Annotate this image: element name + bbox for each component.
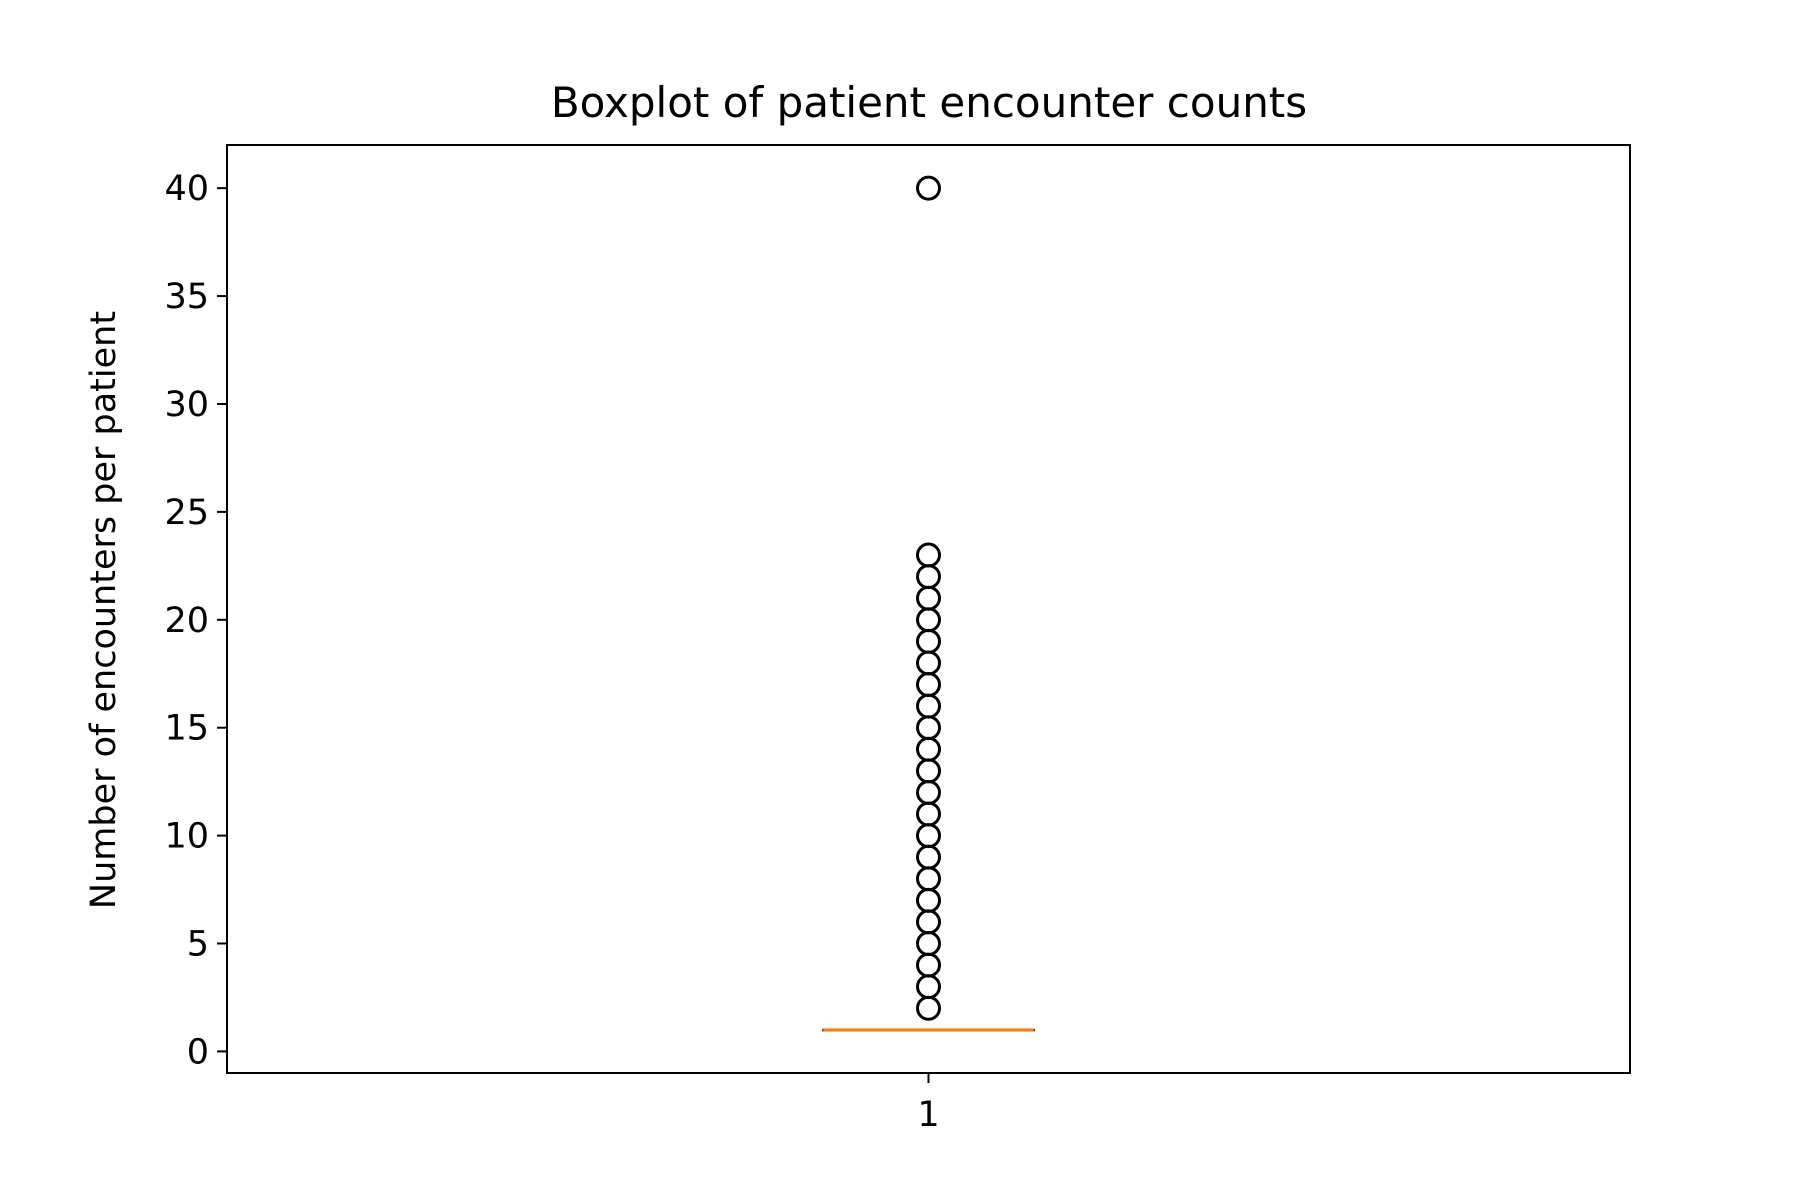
outlier-point <box>916 952 941 978</box>
outlier-point <box>916 995 941 1021</box>
outlier-point <box>916 736 941 762</box>
y-tick-label: 0 <box>187 1032 209 1072</box>
outlier-point <box>916 175 941 201</box>
outlier-point <box>916 887 941 913</box>
outlier-point <box>916 844 941 870</box>
outlier-point <box>916 693 941 719</box>
outlier-point <box>916 974 941 1000</box>
chart-title: Boxplot of patient encounter counts <box>551 78 1307 127</box>
outlier-point <box>916 931 941 957</box>
y-tick-label: 10 <box>164 817 209 857</box>
outlier-point <box>916 823 941 849</box>
outlier-point <box>916 672 941 698</box>
outlier-point <box>916 758 941 784</box>
y-tick-label: 35 <box>164 277 209 317</box>
y-tick-label: 5 <box>187 925 209 965</box>
x-tick-label: 1 <box>917 1095 939 1135</box>
y-tick-label: 20 <box>164 601 209 641</box>
outlier-point <box>916 779 941 805</box>
outlier-point <box>916 715 941 741</box>
plot-frame <box>226 144 1631 1074</box>
y-tick-label: 30 <box>164 385 209 425</box>
outlier-point <box>916 866 941 892</box>
outlier-point <box>916 585 941 611</box>
outlier-point <box>916 564 941 590</box>
y-tick-label: 25 <box>164 493 209 533</box>
outlier-point <box>916 607 941 633</box>
y-axis-label: Number of encounters per patient <box>84 311 124 909</box>
plot-area: 0 5 10 15 20 25 30 35 40 1 <box>164 169 1035 1135</box>
outlier-point <box>916 542 941 568</box>
outlier-point <box>916 628 941 654</box>
y-tick-label: 15 <box>164 709 209 749</box>
y-tick-label: 40 <box>164 169 209 209</box>
outlier-point <box>916 650 941 676</box>
outlier-point <box>916 909 941 935</box>
outlier-point <box>916 801 941 827</box>
